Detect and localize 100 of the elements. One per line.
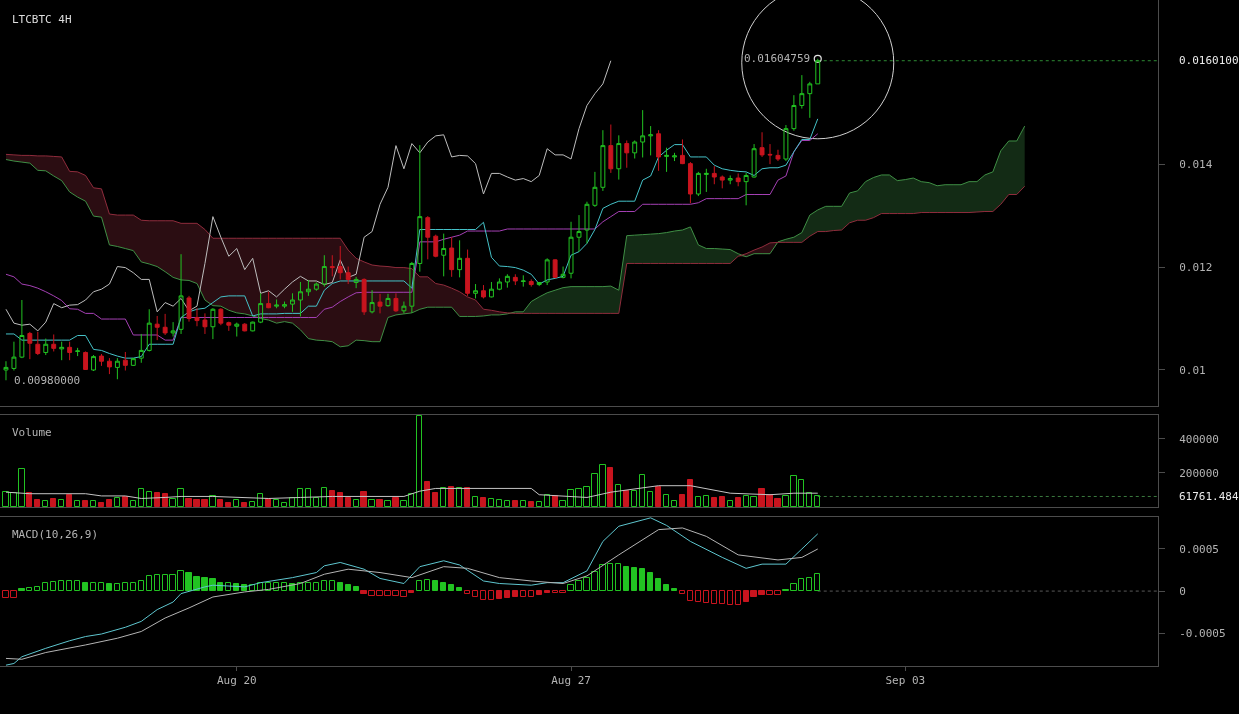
bar — [488, 590, 494, 600]
bar — [512, 590, 518, 597]
bar — [440, 487, 446, 507]
bar — [34, 586, 40, 591]
candlestick — [3, 360, 9, 381]
candlestick — [600, 129, 606, 192]
candlestick — [337, 245, 343, 280]
candlestick — [138, 333, 144, 364]
bar — [257, 582, 263, 591]
bar — [42, 582, 48, 591]
bar — [735, 497, 741, 507]
bar — [480, 590, 486, 600]
candlestick — [417, 144, 423, 273]
candlestick — [504, 273, 510, 289]
candlestick — [59, 341, 65, 361]
bar — [416, 580, 422, 591]
candlestick — [162, 313, 168, 336]
candlestick — [178, 253, 184, 335]
candlestick — [35, 331, 41, 356]
candlestick — [91, 354, 96, 372]
x-tick-label: Aug 20 — [216, 674, 257, 688]
candlestick — [210, 307, 216, 340]
bar — [66, 580, 72, 591]
candlestick — [520, 274, 526, 288]
bar — [82, 582, 88, 591]
bar — [273, 499, 279, 507]
bar — [647, 491, 653, 507]
y-tick-label: 0.014 — [1179, 158, 1213, 171]
candlestick — [266, 291, 272, 309]
candlestick — [449, 236, 455, 278]
bar — [496, 499, 502, 507]
candlestick — [695, 171, 701, 197]
bar — [26, 492, 32, 507]
bar — [512, 500, 518, 507]
bar — [313, 582, 319, 591]
bar — [154, 574, 160, 591]
bar — [353, 586, 359, 591]
bar — [631, 490, 637, 507]
bar — [114, 497, 120, 507]
bar — [66, 494, 72, 507]
candlestick — [775, 149, 781, 162]
bar — [679, 494, 685, 507]
candlestick — [67, 341, 73, 361]
bar — [663, 584, 669, 591]
candlestick — [242, 322, 248, 332]
bar — [655, 486, 661, 507]
annotation: 0.01604759 — [744, 52, 811, 65]
candlestick — [648, 125, 654, 156]
bar — [544, 590, 550, 593]
candlestick — [608, 124, 614, 174]
bar — [130, 582, 136, 591]
bar — [727, 590, 733, 605]
candlestick — [11, 341, 17, 371]
candlestick — [441, 233, 447, 277]
bar — [106, 499, 112, 507]
bar — [536, 501, 542, 507]
bar — [345, 497, 351, 507]
bar — [623, 490, 629, 507]
y-tick-label: 0.012 — [1179, 260, 1213, 274]
bar — [321, 580, 327, 591]
candlestick — [640, 109, 646, 158]
candlestick — [592, 171, 598, 208]
bar — [671, 500, 677, 507]
candlestick — [807, 81, 813, 119]
bar — [655, 578, 661, 591]
candlestick — [75, 347, 81, 357]
bar — [225, 502, 231, 507]
candlestick — [703, 168, 709, 193]
bar — [719, 496, 725, 507]
bar — [257, 493, 263, 507]
text: MACD(10,26,9) — [12, 528, 99, 541]
bar — [337, 492, 343, 507]
candlestick — [122, 351, 128, 371]
bar — [34, 499, 40, 507]
candlestick — [473, 283, 478, 299]
bar — [488, 498, 494, 507]
bar — [703, 590, 709, 603]
candlestick — [465, 249, 471, 297]
candlestick — [687, 161, 693, 204]
candlestick — [616, 134, 622, 181]
bar — [98, 582, 104, 591]
y-tick-label: 0.0005 — [1179, 542, 1219, 556]
bar — [74, 580, 80, 591]
candlestick — [194, 307, 200, 327]
candlestick — [19, 299, 25, 359]
bar — [74, 500, 80, 507]
bar — [249, 584, 255, 591]
bar — [544, 494, 550, 507]
bar — [289, 497, 295, 507]
candlestick — [512, 273, 518, 286]
y-tick-label: 0 — [1179, 584, 1186, 598]
candlestick — [544, 257, 550, 286]
candlestick — [767, 143, 773, 165]
bar — [50, 498, 56, 507]
candlestick — [783, 124, 789, 162]
candlestick — [154, 315, 160, 341]
bar — [814, 495, 820, 507]
bar — [360, 491, 367, 507]
bar — [631, 567, 637, 591]
candlestick — [297, 281, 303, 317]
